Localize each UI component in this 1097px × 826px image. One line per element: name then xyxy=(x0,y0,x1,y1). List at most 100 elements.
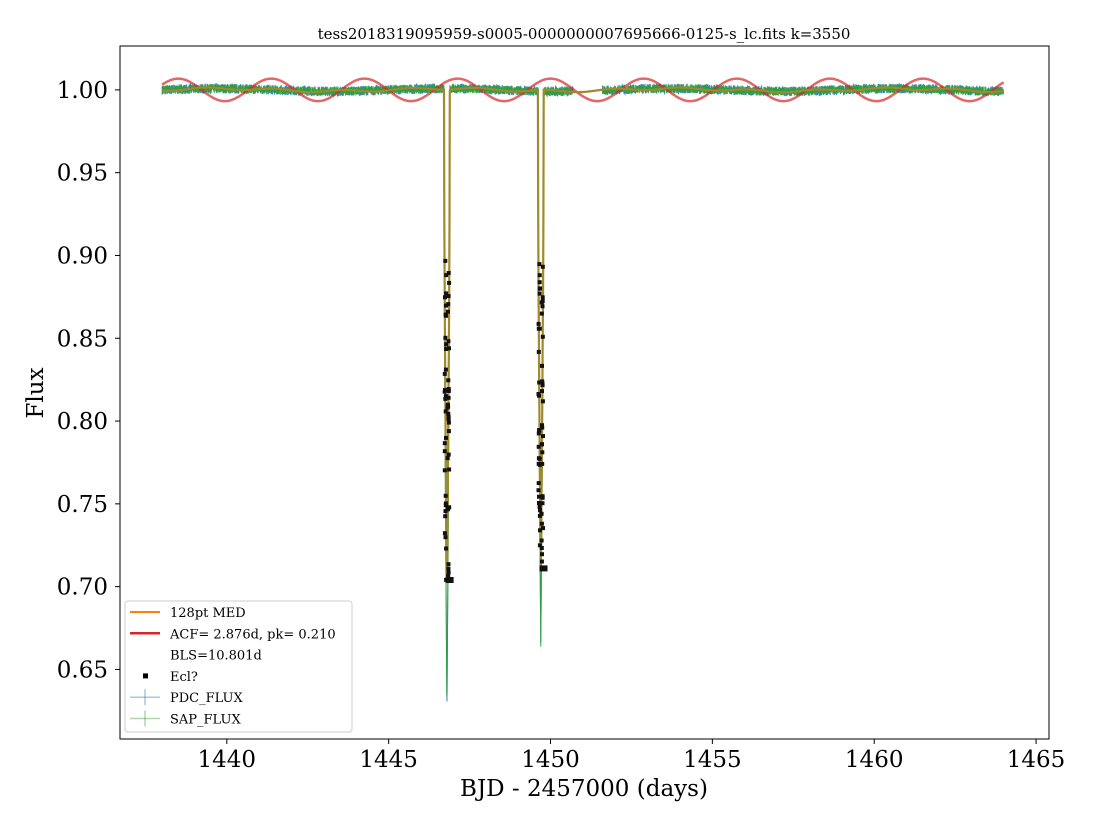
y-axis-label: Flux xyxy=(23,367,49,418)
ecl-point xyxy=(539,538,544,543)
ecl-point xyxy=(540,399,545,404)
x-tick-label: 1455 xyxy=(683,747,742,773)
ecl-point xyxy=(442,449,447,454)
ecl-point xyxy=(540,295,545,300)
x-tick-label: 1465 xyxy=(1007,747,1066,773)
ecl-point xyxy=(537,286,542,291)
legend: 128pt MED ACF= 2.876d, pk= 0.210 BLS=10.80… xyxy=(124,600,353,733)
y-axis: 0.65 0.70 0.75 0.80 0.85 0.90 0.95 1.00 xyxy=(57,78,120,683)
ecl-point xyxy=(442,441,447,446)
ecl-point xyxy=(446,339,451,344)
ecl-point xyxy=(537,393,541,398)
legend-swatch xyxy=(143,673,148,679)
ecl-point xyxy=(447,346,451,351)
legend-entry: 128pt MED xyxy=(170,606,246,621)
ecl-point xyxy=(446,420,451,425)
ecl-point xyxy=(537,543,542,548)
ecl-point xyxy=(537,513,542,518)
ecl-point xyxy=(443,367,448,372)
ecl-point xyxy=(442,389,447,394)
ecl-point xyxy=(444,273,449,278)
ecl-point xyxy=(443,514,448,519)
legend-entry: ACF= 2.876d, pk= 0.210 xyxy=(169,627,336,642)
ecl-point xyxy=(536,321,541,326)
ecl-point xyxy=(540,501,545,506)
ecl-point xyxy=(444,303,448,308)
plot-frame xyxy=(119,45,1050,740)
ecl-point xyxy=(541,434,545,439)
ecl-point xyxy=(540,425,545,430)
x-tick-label: 1450 xyxy=(521,747,580,773)
ecl-point xyxy=(536,444,541,449)
y-tick-label: 0.65 xyxy=(57,657,108,683)
ecl-point xyxy=(537,280,542,285)
series-layer xyxy=(161,77,1005,702)
ecl-point xyxy=(540,304,545,309)
ecl-point xyxy=(446,506,451,511)
ecl-point xyxy=(540,461,545,466)
ecl-point xyxy=(446,566,451,571)
ecl-point xyxy=(538,528,542,533)
ecl-point xyxy=(442,468,447,473)
ecl-point xyxy=(537,462,542,467)
acf-series xyxy=(161,77,1005,103)
ecl-point xyxy=(443,258,448,263)
ecl-point xyxy=(540,552,544,557)
chart-title: tess2018319095959-s0005-0000000007695666… xyxy=(318,25,851,43)
ecl-point xyxy=(537,291,542,296)
ecl-point xyxy=(443,335,448,340)
legend-box xyxy=(124,600,353,733)
ecl-point xyxy=(443,493,448,498)
y-tick-label: 0.70 xyxy=(57,575,108,601)
y-tick-label: 0.90 xyxy=(57,243,108,269)
ecl-point xyxy=(446,415,451,419)
ecl-point xyxy=(447,467,452,472)
ecl-point xyxy=(447,280,452,285)
ecl-point xyxy=(539,300,544,305)
y-tick-label: 0.80 xyxy=(57,409,108,435)
ecl-point xyxy=(536,481,541,486)
x-axis: 1440 1445 1450 1455 1460 1465 xyxy=(198,739,1066,773)
ecl-point xyxy=(443,535,448,540)
ecl-point xyxy=(446,411,451,416)
ecl-point xyxy=(446,302,451,307)
ecl-point xyxy=(537,273,542,278)
ecl-point xyxy=(446,271,451,275)
ecl-point xyxy=(539,565,548,572)
ecl-point xyxy=(446,452,451,457)
ecl-point xyxy=(539,521,544,526)
ecl-point xyxy=(446,573,451,578)
ecl-point xyxy=(446,387,451,391)
ecl-point xyxy=(444,546,449,551)
ecl-point xyxy=(446,417,451,422)
ecl-point xyxy=(540,389,544,394)
ecl-point xyxy=(446,378,451,383)
ecl-point xyxy=(446,570,451,575)
ecl-point xyxy=(539,546,544,550)
y-tick-label: 0.75 xyxy=(57,492,108,518)
ecl-point xyxy=(536,431,541,436)
ecl-point xyxy=(442,531,447,536)
legend-entry: SAP_FLUX xyxy=(170,713,241,728)
ecl-point xyxy=(537,262,542,267)
ecl-point xyxy=(540,383,545,388)
ecl-point xyxy=(536,456,541,461)
ecl-point xyxy=(540,494,545,499)
ecl-point xyxy=(445,577,454,583)
x-axis-label: BJD - 2457000 (days) xyxy=(460,776,708,802)
ecl-point xyxy=(443,503,448,508)
ecl-point xyxy=(536,488,541,493)
legend-entry: Ecl? xyxy=(170,670,198,685)
ecl-point xyxy=(540,264,545,269)
ecl-point xyxy=(445,309,450,314)
ecl-point xyxy=(444,435,448,440)
ecl-point xyxy=(539,511,544,516)
ecl-point xyxy=(443,396,448,401)
y-tick-label: 0.85 xyxy=(57,326,108,352)
x-tick-label: 1460 xyxy=(845,747,904,773)
ecl-point xyxy=(443,394,448,399)
ecl-point xyxy=(540,379,545,384)
ecl-point xyxy=(443,295,447,300)
y-tick-label: 1.00 xyxy=(57,78,108,104)
ecl-point xyxy=(540,334,545,339)
